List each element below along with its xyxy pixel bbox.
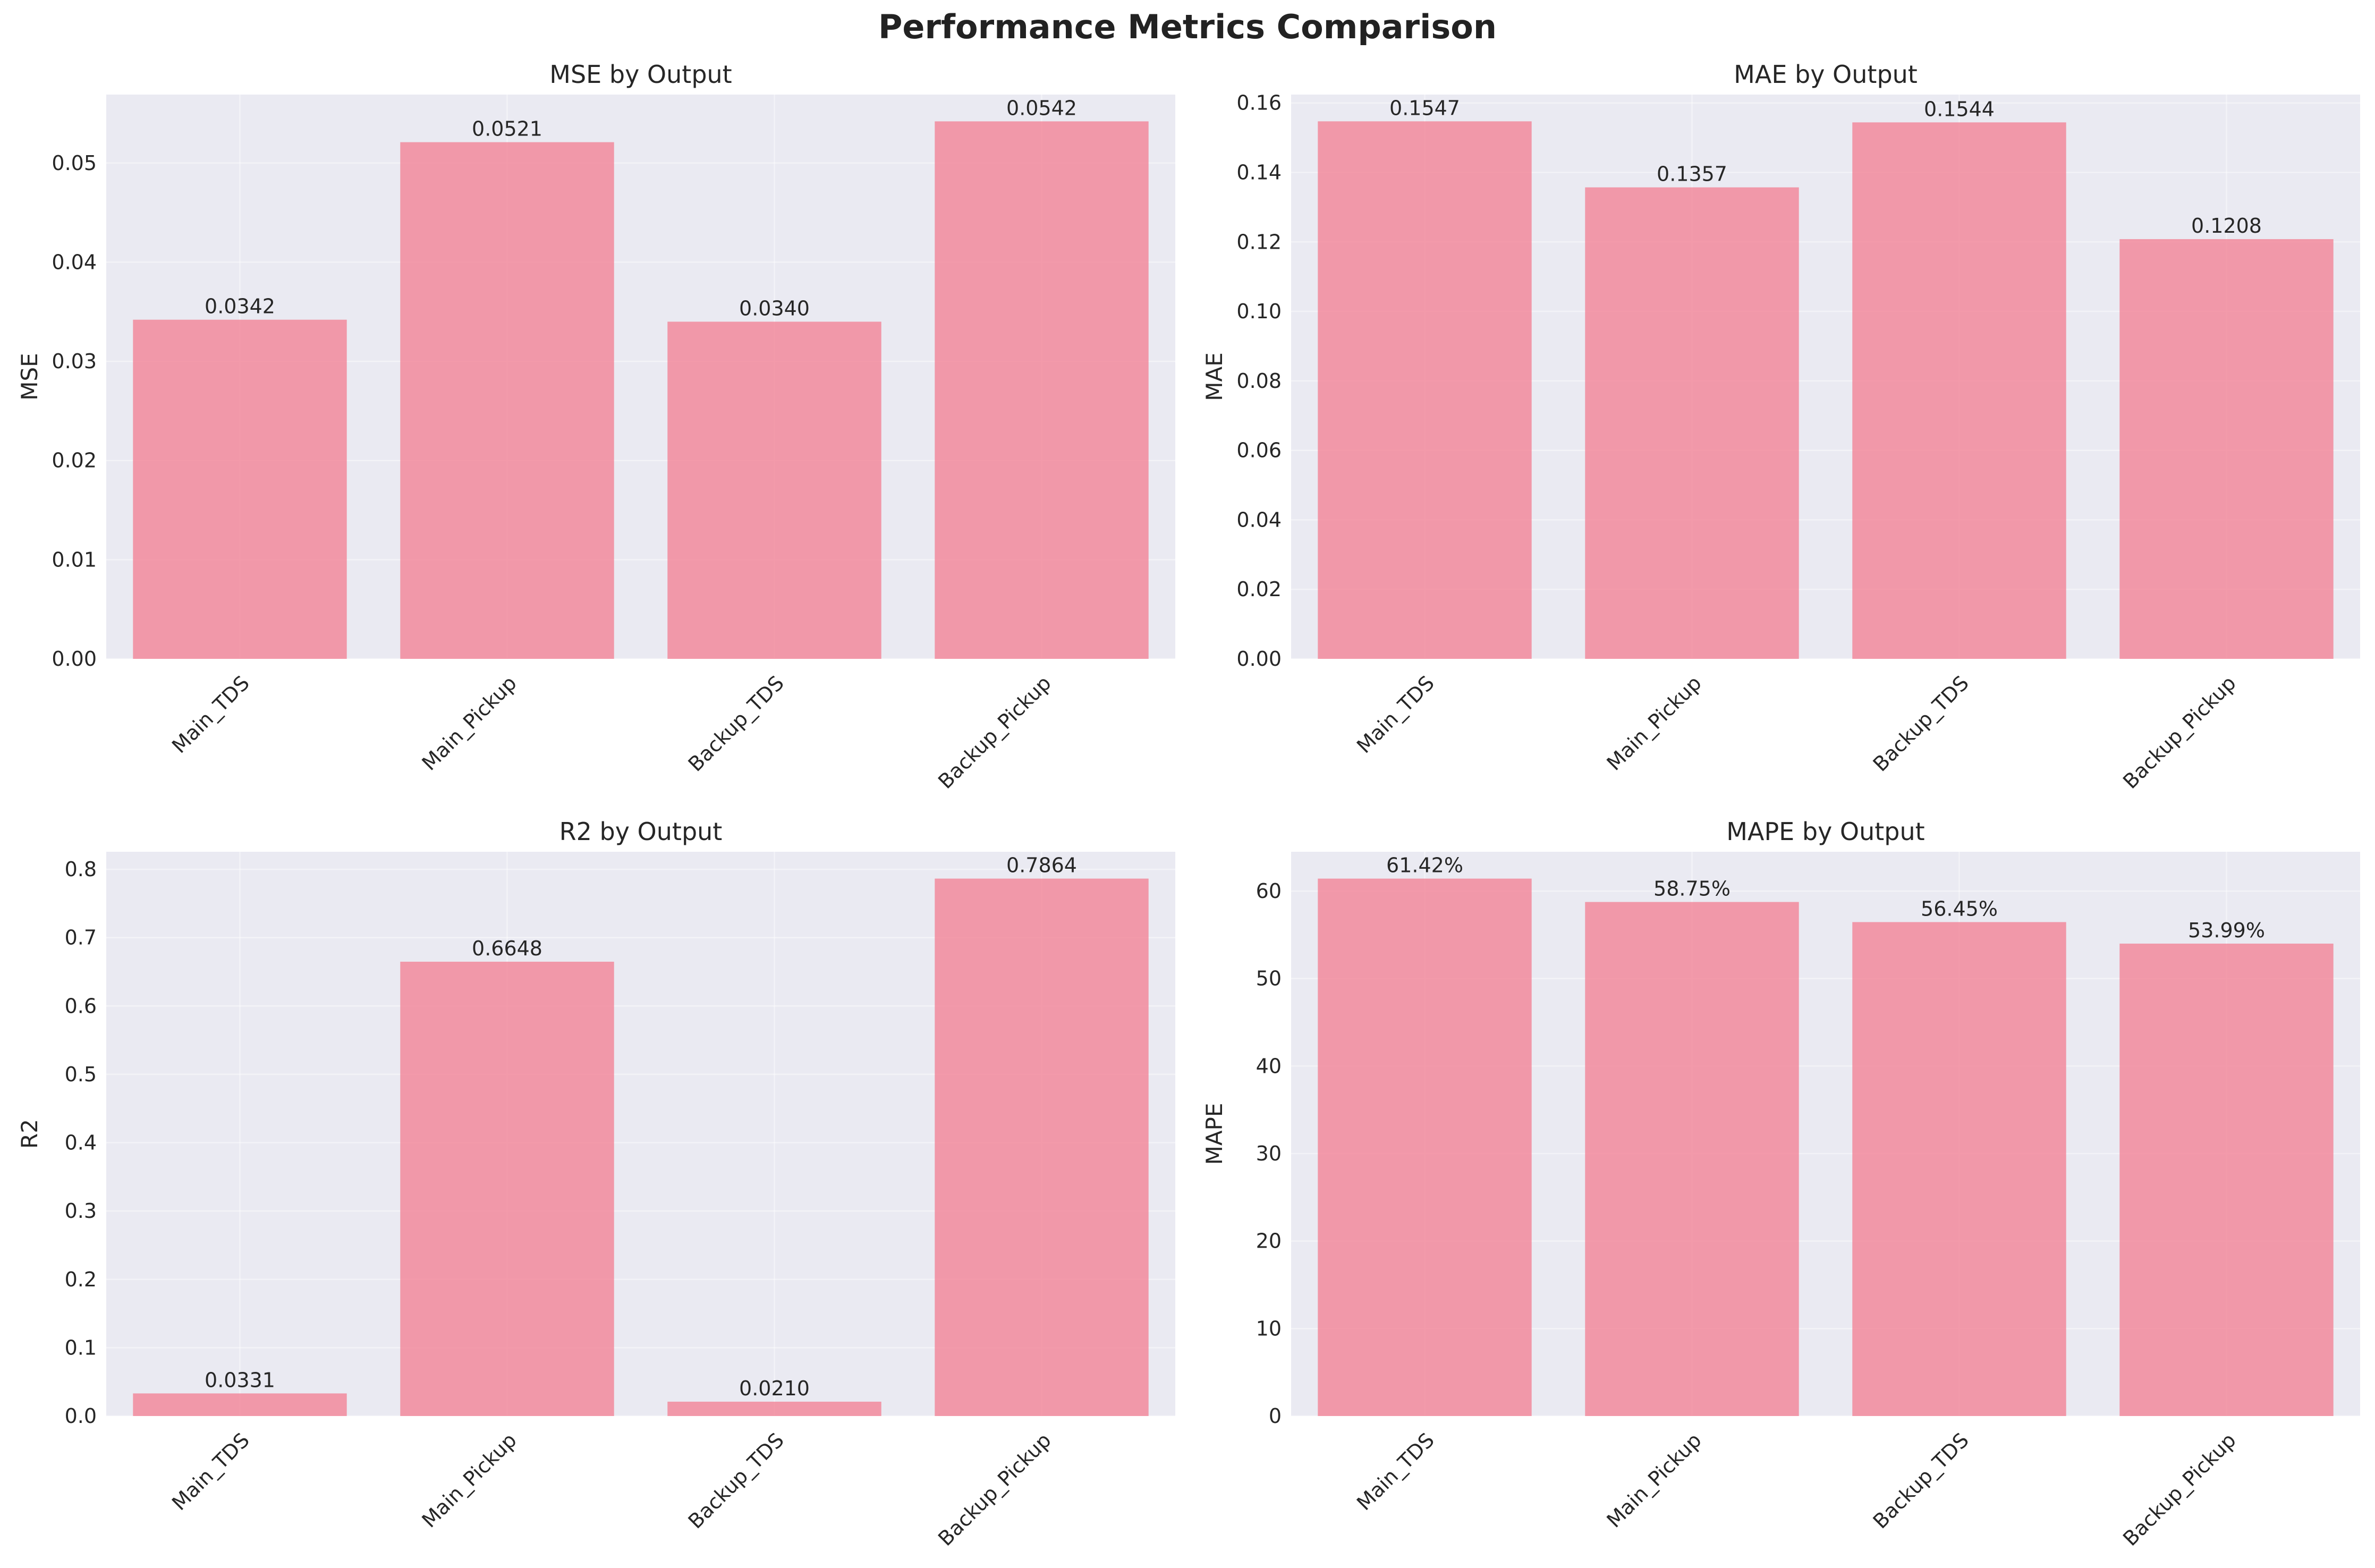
mse-y-tick-label: 0.04 (52, 250, 97, 274)
mae-y-tick-label: 0.16 (1236, 91, 1282, 115)
mape-data-label: 61.42% (1386, 854, 1463, 877)
mse-y-tick-label: 0.05 (52, 151, 97, 175)
r2-data-label: 0.0331 (205, 1368, 275, 1392)
mae-y-tick-label: 0.12 (1236, 230, 1282, 253)
mae-y-tick-label: 0.06 (1236, 439, 1282, 462)
r2-y-tick-label: 0.8 (65, 858, 97, 881)
r2-chart-title: R2 by Output (559, 817, 723, 846)
mape-bar (2119, 943, 2334, 1416)
mape-data-label: 56.45% (1921, 897, 1998, 920)
mse-bar (935, 121, 1149, 659)
mae-y-tick-label: 0.08 (1236, 369, 1282, 393)
mape-y-tick-label: 50 (1256, 967, 1282, 990)
mse-data-label: 0.0542 (1006, 96, 1077, 120)
r2-y-tick-label: 0.0 (65, 1404, 97, 1428)
mse-data-label: 0.0342 (205, 295, 275, 318)
mape-y-tick-label: 30 (1256, 1142, 1282, 1165)
mse-data-label: 0.0340 (739, 296, 810, 320)
mse-y-tick-label: 0.02 (52, 449, 97, 472)
mae-bar (2119, 239, 2334, 659)
mape-y-tick-label: 0 (1269, 1404, 1282, 1428)
mse-y-tick-label: 0.01 (52, 548, 97, 571)
mape-y-tick-label: 10 (1256, 1317, 1282, 1340)
mape-bar (1852, 922, 2066, 1416)
mape-data-label: 58.75% (1653, 877, 1731, 901)
mae-y-tick-label: 0.02 (1236, 578, 1282, 601)
mape-chart-title: MAPE by Output (1726, 817, 1924, 846)
r2-y-tick-label: 0.7 (65, 926, 97, 950)
mse-bar (400, 142, 614, 659)
mse-data-label: 0.0521 (472, 117, 542, 141)
mape-x-tick-label: Backup_TDS (1869, 1428, 1973, 1533)
r2-data-label: 0.0210 (739, 1377, 810, 1400)
r2-y-tick-label: 0.5 (65, 1063, 97, 1086)
figure-title: Performance Metrics Comparison (878, 7, 1497, 46)
mape-data-label: 53.99% (2188, 919, 2265, 942)
mape-x-tick-label: Main_Pickup (1602, 1428, 1706, 1532)
mse-y-axis-label: MSE (16, 353, 43, 400)
mape-y-tick-label: 60 (1256, 879, 1282, 903)
mae-y-tick-label: 0.14 (1236, 160, 1282, 184)
r2-y-tick-label: 0.4 (65, 1131, 97, 1155)
r2-y-tick-label: 0.2 (65, 1268, 97, 1291)
r2-data-label: 0.6648 (472, 937, 542, 960)
mape-y-tick-label: 40 (1256, 1054, 1282, 1078)
r2-bar (133, 1393, 347, 1416)
mae-y-tick-label: 0.10 (1236, 300, 1282, 323)
mae-bar (1852, 122, 2066, 659)
mse-y-tick-label: 0.00 (52, 647, 97, 671)
mae-bar (1585, 187, 1799, 659)
r2-bar (935, 878, 1149, 1416)
r2-y-tick-label: 0.3 (65, 1199, 97, 1223)
mae-y-tick-label: 0.04 (1236, 508, 1282, 531)
r2-y-tick-label: 0.6 (65, 994, 97, 1018)
mse-y-tick-label: 0.03 (52, 350, 97, 373)
mse-bar (667, 321, 881, 659)
mae-y-axis-label: MAE (1201, 352, 1227, 401)
mae-bar (1318, 121, 1532, 659)
mae-data-label: 0.1544 (1924, 97, 1995, 121)
mse-chart-title: MSE by Output (549, 60, 732, 89)
mae-data-label: 0.1547 (1389, 96, 1460, 120)
r2-bar (667, 1401, 881, 1416)
mape-bar (1585, 902, 1799, 1416)
mape-bar (1318, 878, 1532, 1416)
mae-y-tick-label: 0.00 (1236, 647, 1282, 671)
r2-y-tick-label: 0.1 (65, 1336, 97, 1359)
mse-bar (133, 319, 347, 659)
mae-data-label: 0.1357 (1657, 163, 1727, 186)
mae-data-label: 0.1208 (2191, 214, 2262, 238)
mae-chart-title: MAE by Output (1734, 60, 1918, 89)
mape-x-tick-label: Main_TDS (1352, 1428, 1439, 1515)
r2-y-axis-label: R2 (16, 1119, 43, 1149)
r2-data-label: 0.7864 (1006, 854, 1077, 877)
r2-bar (400, 961, 614, 1416)
mape-x-tick-label: Backup_Pickup (2118, 1428, 2241, 1550)
mape-y-tick-label: 20 (1256, 1230, 1282, 1253)
mape-y-axis-label: MAPE (1201, 1103, 1227, 1165)
